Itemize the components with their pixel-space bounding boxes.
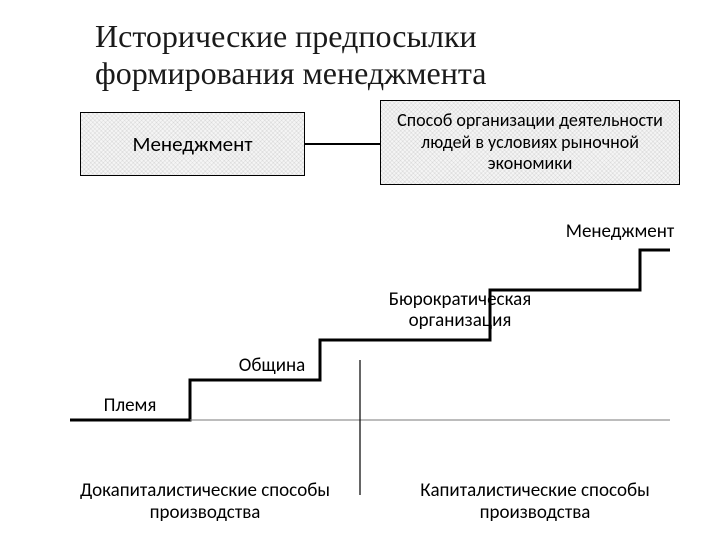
concept-box-right-text: Способ организации деятельности людей в … bbox=[387, 110, 673, 175]
stair-polyline bbox=[70, 250, 670, 420]
concept-box-left-text: Менеджмент bbox=[133, 131, 253, 157]
era-left: Докапиталистические способы производства bbox=[60, 480, 350, 524]
staircase-svg bbox=[70, 240, 690, 510]
era-right: Капиталистические способы производства bbox=[395, 480, 675, 524]
title-line2: формирования менеджмента bbox=[95, 55, 486, 91]
era-right-line1: Капиталистические способы bbox=[420, 479, 650, 502]
concept-box-left: Менеджмент bbox=[80, 112, 305, 176]
title-line1: Исторические предпосылки bbox=[95, 18, 477, 54]
concept-box-right: Способ организации деятельности людей в … bbox=[380, 100, 680, 185]
era-right-line2: производства bbox=[480, 501, 591, 524]
connector-line bbox=[305, 143, 380, 145]
page-title: Исторические предпосылки формирования ме… bbox=[95, 18, 486, 92]
era-left-line2: производства bbox=[150, 501, 261, 524]
era-left-line1: Докапиталистические способы bbox=[80, 479, 330, 502]
